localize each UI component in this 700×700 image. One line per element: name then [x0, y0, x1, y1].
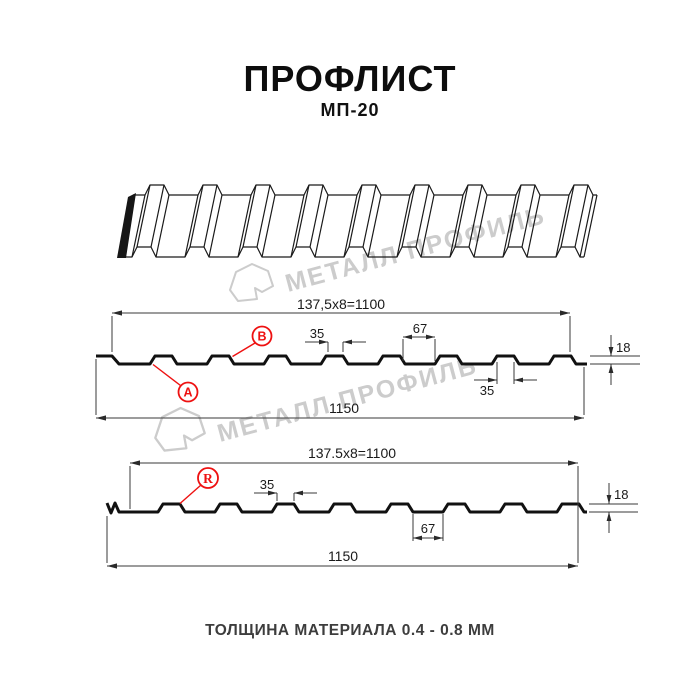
marker-side-a: A — [152, 363, 199, 403]
arrowheads — [268, 490, 303, 496]
marker-a-label: A — [183, 386, 192, 400]
dim-total-width-bottom: 1150 — [106, 516, 578, 569]
page-title: ПРОФЛИСТ — [243, 58, 457, 99]
arrowheads — [403, 334, 435, 340]
dim-coverage-top: 137,5x8=1100 — [111, 296, 571, 352]
profile-top-section: 137,5x8=1100 35 67 18 35 — [95, 296, 640, 421]
profile-bottom-outline — [105, 501, 587, 515]
material-thickness-caption: ТОЛЩИНА МАТЕРИАЛА 0.4 - 0.8 ММ — [205, 622, 495, 639]
sheet-front-edge — [120, 246, 584, 258]
dim-lines — [95, 359, 585, 419]
brand-logo-icon — [229, 263, 274, 302]
sheet-3d-view — [117, 184, 598, 258]
dim-crest-width-bottom: 35 — [474, 362, 537, 398]
marker-circle — [177, 381, 199, 403]
dim-lines — [589, 483, 638, 533]
dim-valley-label: 67 — [421, 521, 435, 536]
arrowheads — [488, 377, 523, 383]
profile-bottom-section: 137.5x8=1100 35 67 18 1150 — [105, 445, 638, 569]
marker-circle — [251, 325, 273, 347]
dim-lines — [474, 362, 537, 384]
dim-valley-width-top: 67 — [402, 321, 436, 361]
dim-height-label: 18 — [614, 487, 628, 502]
dim-total-label: 1150 — [328, 548, 358, 564]
dim-coverage-label: 137,5x8=1100 — [297, 296, 385, 312]
dim-crest-width-bottom-profile: 35 — [254, 477, 317, 501]
dim-coverage-label: 137.5x8=1100 — [308, 445, 396, 461]
dim-valley-label: 67 — [413, 321, 427, 336]
arrowheads — [413, 535, 443, 541]
leader-line — [152, 363, 181, 387]
dim-coverage-bottom: 137.5x8=1100 — [129, 445, 579, 563]
sheet-cut-edge — [117, 193, 136, 258]
marker-side-b: B — [232, 325, 273, 358]
profile-top-outline — [96, 354, 587, 366]
leader-line — [179, 484, 202, 505]
watermark-brand-upper: МЕТАЛЛ ПРОФИЛЬ — [229, 201, 549, 302]
arrowheads — [606, 495, 612, 521]
dim-crest-label: 35 — [260, 477, 274, 492]
brand-logo-icon — [154, 406, 206, 452]
dim-lines — [402, 336, 436, 361]
marker-side-r: R — [179, 467, 219, 505]
dim-lines — [129, 462, 579, 563]
dim-crest2-label: 35 — [480, 383, 494, 398]
dim-lines — [305, 341, 366, 352]
sheet-back-edge — [133, 184, 597, 196]
dim-lines — [106, 516, 578, 567]
dim-total-label: 1150 — [329, 400, 359, 416]
arrowheads — [319, 339, 352, 345]
dim-lines — [590, 335, 640, 385]
marker-circle — [197, 467, 219, 489]
arrowheads — [608, 347, 614, 373]
dim-crest-label: 35 — [310, 326, 324, 341]
dim-lines — [254, 492, 317, 501]
page-subtitle: МП-20 — [320, 100, 380, 120]
dim-height-top: 18 — [590, 335, 640, 385]
dim-height-label: 18 — [616, 340, 630, 355]
leader-line — [232, 342, 256, 358]
watermark-brand-lower: МЕТАЛЛ ПРОФИЛЬ — [154, 351, 481, 452]
watermark-text: МЕТАЛЛ ПРОФИЛЬ — [282, 201, 548, 297]
dim-total-width-top: 1150 — [95, 359, 585, 421]
dim-crest-width-top: 35 — [305, 326, 366, 352]
dim-height-bottom-profile: 18 — [589, 483, 638, 533]
marker-b-label: B — [257, 330, 266, 344]
dim-lines — [111, 312, 571, 352]
dim-valley-width-bottom-profile: 67 — [412, 514, 444, 541]
marker-r-label: R — [203, 471, 213, 486]
